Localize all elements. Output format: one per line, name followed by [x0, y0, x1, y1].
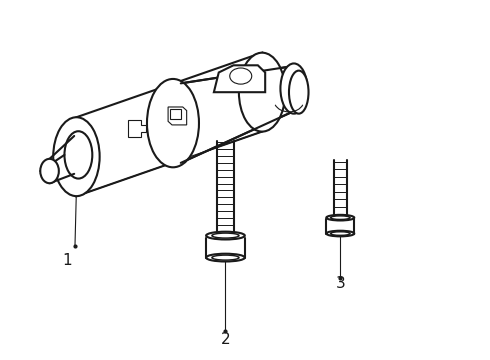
Polygon shape	[127, 120, 146, 138]
Ellipse shape	[230, 68, 252, 84]
Ellipse shape	[326, 231, 354, 237]
Polygon shape	[214, 65, 265, 92]
Ellipse shape	[147, 79, 199, 167]
Text: 3: 3	[335, 276, 345, 292]
Ellipse shape	[65, 131, 92, 179]
Ellipse shape	[53, 117, 99, 196]
Ellipse shape	[212, 233, 239, 238]
Polygon shape	[168, 107, 187, 125]
Polygon shape	[76, 53, 262, 196]
Ellipse shape	[326, 215, 354, 220]
Ellipse shape	[330, 216, 350, 220]
Ellipse shape	[239, 53, 285, 132]
Ellipse shape	[289, 71, 309, 114]
Text: 2: 2	[220, 332, 230, 347]
Ellipse shape	[330, 232, 350, 235]
Text: 1: 1	[62, 253, 72, 268]
Ellipse shape	[212, 255, 239, 260]
Ellipse shape	[206, 232, 245, 239]
Ellipse shape	[40, 159, 59, 183]
Ellipse shape	[206, 254, 245, 261]
Polygon shape	[170, 109, 181, 119]
Ellipse shape	[280, 63, 307, 114]
Polygon shape	[181, 66, 294, 163]
